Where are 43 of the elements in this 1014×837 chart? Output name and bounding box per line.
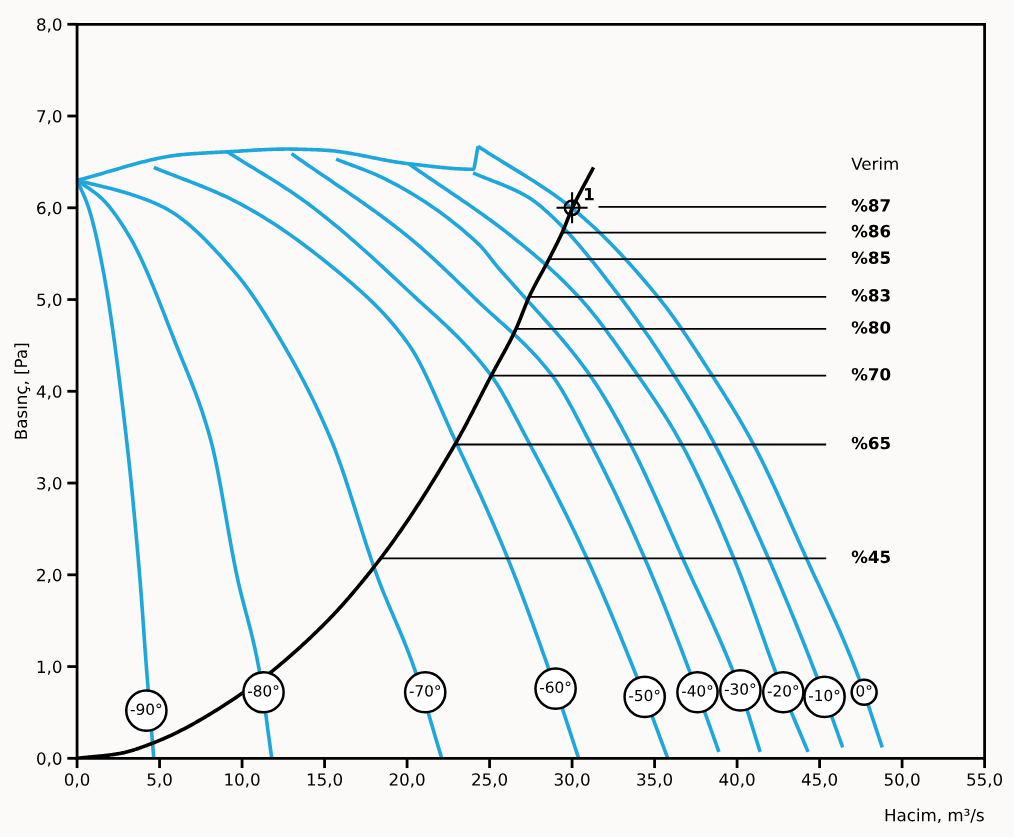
x-axis-title: Hacim, m³/s xyxy=(885,808,984,824)
x-tick-label: 20,0 xyxy=(389,773,425,788)
series-label: %86 xyxy=(851,224,891,238)
x-tick-label: 5,0 xyxy=(147,773,172,788)
x-tick-label: 50,0 xyxy=(884,773,920,788)
annotation: 0° xyxy=(856,685,872,697)
annotation: -80° xyxy=(247,685,279,697)
y-tick-label: 2,0 xyxy=(37,568,62,584)
series-label: %87 xyxy=(851,199,890,212)
x-tick-label: 35,0 xyxy=(637,773,673,788)
y-tick-label: 7,0 xyxy=(37,109,62,125)
annotation: -10° xyxy=(808,689,840,702)
annotation: -60° xyxy=(540,681,571,694)
y-tick-label: 0,0 xyxy=(37,752,62,767)
y-tick-label: 8,0 xyxy=(37,18,62,33)
series-label: %70 xyxy=(851,367,891,381)
annotation: -70° xyxy=(409,685,441,697)
x-tick-label: 40,0 xyxy=(719,773,755,788)
legend-title: Verim xyxy=(851,157,898,171)
annotation: -90° xyxy=(130,703,162,716)
annotation: -30° xyxy=(724,683,756,695)
series-label: 1 xyxy=(585,188,594,201)
y-tick-label: 1,0 xyxy=(37,660,62,675)
series-label: %45 xyxy=(851,550,890,564)
y-tick-label: 5,0 xyxy=(37,293,62,308)
annotation: -20° xyxy=(767,685,799,697)
x-tick-label: 55,0 xyxy=(967,773,1003,788)
x-tick-label: 10,0 xyxy=(225,773,260,788)
annotation: -40° xyxy=(681,685,713,697)
series-label: %85 xyxy=(851,251,890,264)
series-label: %83 xyxy=(851,289,890,302)
x-tick-label: 25,0 xyxy=(472,773,508,788)
x-tick-label: 15,0 xyxy=(307,773,343,788)
annotation: -50° xyxy=(629,689,660,702)
y-tick-label: 6,0 xyxy=(37,201,62,217)
x-tick-label: 0,0 xyxy=(64,773,90,788)
y-tick-label: 4,0 xyxy=(36,385,62,400)
series-label: %80 xyxy=(851,321,891,334)
x-tick-label: 30,0 xyxy=(554,773,590,788)
x-tick-label: 45,0 xyxy=(801,773,838,788)
series-label: %65 xyxy=(851,436,890,450)
y-axis-title: Basınç, [Pa] xyxy=(14,343,31,439)
y-tick-label: 3,0 xyxy=(37,477,62,492)
